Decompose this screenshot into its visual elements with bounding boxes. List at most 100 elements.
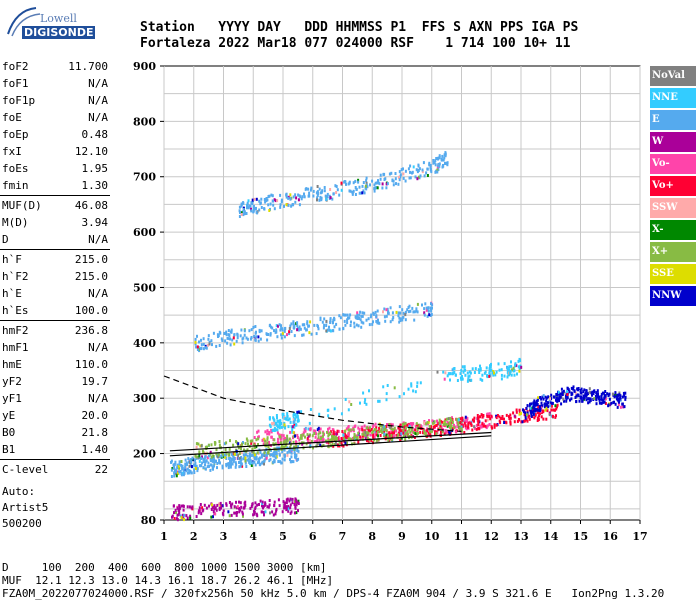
echo-point <box>360 314 363 318</box>
echo-point <box>385 308 388 312</box>
x-tick-label: 13 <box>513 530 528 543</box>
echo-point <box>286 439 289 443</box>
echo-point <box>416 381 419 385</box>
echo-point <box>290 204 293 208</box>
echo-point <box>425 422 428 426</box>
echo-point <box>362 181 365 184</box>
param-value: 215.0 <box>74 253 108 266</box>
echo-point <box>530 414 533 418</box>
echo-point <box>404 169 407 173</box>
echo-point <box>274 450 277 454</box>
echo-point <box>528 417 531 421</box>
echo-point <box>323 186 326 189</box>
echo-point <box>228 457 231 460</box>
echo-point <box>279 193 282 197</box>
echo-point <box>222 513 225 517</box>
echo-point <box>286 333 288 337</box>
echo-point <box>616 395 619 399</box>
echo-point <box>177 472 179 475</box>
echo-point <box>185 469 188 473</box>
echo-point <box>390 427 393 431</box>
echo-point <box>279 203 282 207</box>
echo-point <box>512 366 515 370</box>
echo-point <box>232 443 235 447</box>
echo-point <box>272 454 275 458</box>
echo-point <box>295 196 298 200</box>
echo-point <box>557 390 560 394</box>
echo-point <box>302 333 305 337</box>
echo-point <box>423 429 426 433</box>
echo-point <box>239 211 241 214</box>
echo-point <box>216 466 218 470</box>
echo-point <box>181 467 184 471</box>
echo-point <box>176 463 179 467</box>
echo-point <box>273 438 276 442</box>
echo-point <box>280 441 282 445</box>
echo-point <box>260 197 263 201</box>
param-row: yE 20.0 <box>0 407 112 424</box>
echo-point <box>184 463 187 467</box>
echo-point <box>318 412 321 416</box>
echo-point <box>498 415 501 419</box>
echo-point <box>319 195 322 199</box>
echo-point <box>292 460 295 464</box>
echo-point <box>274 512 277 516</box>
echo-point <box>262 442 265 446</box>
echo-point <box>332 192 335 196</box>
echo-point <box>263 451 266 455</box>
param-row: fxI 12.10 <box>0 143 112 160</box>
echo-point <box>259 499 262 503</box>
echo-point <box>434 163 437 167</box>
echo-point <box>386 434 389 438</box>
echo-point <box>269 457 272 461</box>
echo-point <box>334 442 337 445</box>
echo-point <box>383 432 386 436</box>
echo-point <box>389 426 392 430</box>
echo-point <box>537 411 539 415</box>
echo-point <box>291 501 294 505</box>
echo-point <box>255 210 258 214</box>
echo-point <box>438 155 441 159</box>
echo-point <box>566 393 569 396</box>
echo-point <box>326 430 328 434</box>
echo-point <box>275 509 278 513</box>
echo-point <box>180 463 183 467</box>
echo-point <box>390 430 393 434</box>
echo-point <box>302 431 305 435</box>
echo-point <box>484 419 487 423</box>
echo-point <box>241 442 244 446</box>
echo-point <box>402 423 404 427</box>
echo-point <box>334 435 337 439</box>
echo-point <box>300 436 303 440</box>
echo-point <box>277 419 280 423</box>
echo-point <box>390 434 393 437</box>
echo-point <box>187 457 190 461</box>
echo-point <box>229 503 232 507</box>
echo-point <box>549 404 552 407</box>
echo-point <box>345 427 348 431</box>
echo-point <box>551 401 554 405</box>
echo-point <box>354 186 357 189</box>
echo-point <box>410 384 413 388</box>
station-header: Station YYYY DAY DDD HHMMSS P1 FFS S AXN… <box>140 20 578 52</box>
echo-point <box>508 415 510 419</box>
echo-point <box>437 422 440 426</box>
echo-point <box>344 430 346 434</box>
param-name: M(D) <box>2 216 29 229</box>
echo-point <box>389 306 392 310</box>
echo-point <box>509 416 512 420</box>
echo-point <box>273 207 276 211</box>
y-tick-label: 700 <box>133 171 156 184</box>
echo-point <box>385 433 388 437</box>
echo-point <box>402 428 405 432</box>
echo-point <box>234 461 237 465</box>
echo-point <box>182 473 185 477</box>
echo-point <box>591 390 594 394</box>
echo-point <box>294 497 297 501</box>
echo-point <box>208 342 211 346</box>
echo-point <box>220 337 223 341</box>
echo-point <box>188 464 191 468</box>
echo-point <box>242 457 245 461</box>
echo-point <box>513 420 516 424</box>
echo-point <box>422 431 425 435</box>
